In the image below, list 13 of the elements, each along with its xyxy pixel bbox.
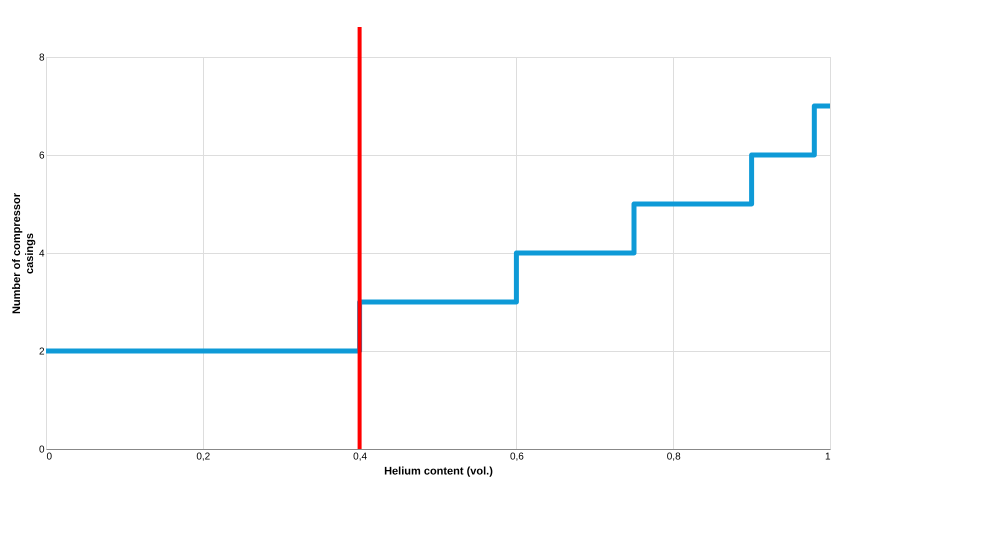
y-tick-label: 8 [38,52,45,64]
x-tick-label: 0,8 [666,452,682,462]
x-tick-label: 0,6 [510,452,524,462]
x-tick-label: 0,4 [353,452,368,462]
x-axis-title: Helium content (vol.) [384,466,494,478]
y-tick-label: 0 [38,444,45,456]
x-tick-label: 0 [46,452,52,462]
x-tick-label: 0,2 [196,452,211,462]
y-axis-title: Number of compressor casings [10,192,36,314]
x-tick-label: 1 [824,452,831,462]
y-tick-label: 2 [38,346,45,358]
y-tick-label: 4 [38,248,45,260]
y-tick-label: 6 [38,150,45,162]
